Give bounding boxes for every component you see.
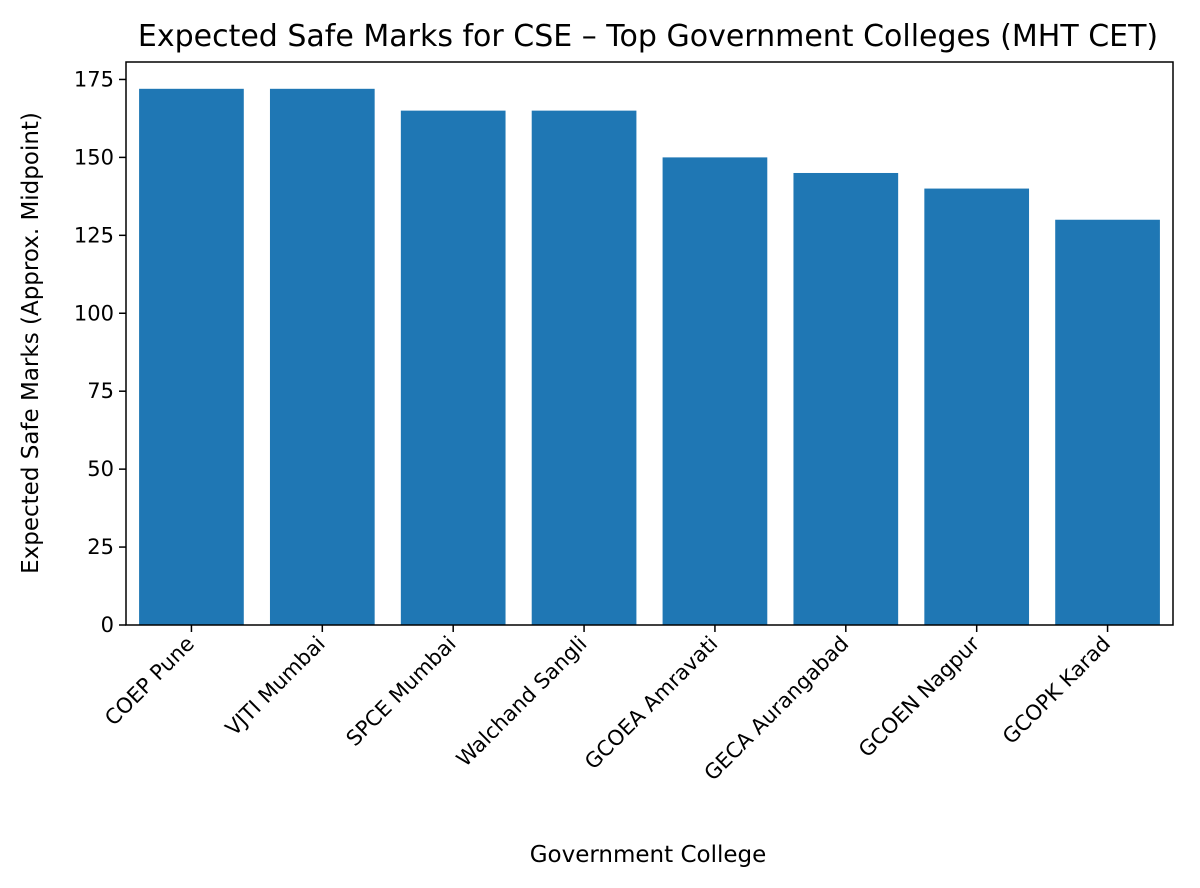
y-tick-label-2: 50 <box>87 457 114 481</box>
bar-3 <box>531 110 637 625</box>
y-tick-label-3: 75 <box>87 379 114 403</box>
y-tick-label-4: 100 <box>74 301 114 325</box>
x-tick-label-1: VJTI Mumbai <box>221 632 330 741</box>
bar-7 <box>1055 219 1160 626</box>
bar-4 <box>662 157 768 625</box>
x-tick-label-4: GCOEA Amravati <box>580 632 722 774</box>
y-tick-label-5: 125 <box>74 223 114 247</box>
bar-6 <box>924 188 1030 625</box>
bar-5 <box>793 172 899 626</box>
x-axis-label: Government College <box>530 842 767 868</box>
x-tick-label-7: GCOPK Karad <box>998 632 1115 749</box>
bar-0 <box>139 88 244 625</box>
bar-2 <box>400 110 506 625</box>
x-tick-label-0: COEP Pune <box>100 632 199 731</box>
y-tick-label-1: 25 <box>87 535 114 559</box>
x-tick-label-3: Walchand Sangli <box>452 632 592 772</box>
plot-frame <box>125 61 1174 626</box>
y-tick-label-0: 0 <box>101 613 114 637</box>
chart-title: Expected Safe Marks for CSE – Top Govern… <box>138 19 1158 54</box>
y-axis-label: Expected Safe Marks (Approx. Midpoint) <box>18 112 44 574</box>
y-tick-label-6: 150 <box>74 145 114 169</box>
x-tick-label-5: GECA Aurangabad <box>700 632 854 786</box>
plot-area: 0 25 50 75 100 125 150 175 COEP Pune VJTI Mumbai S… <box>74 67 1160 785</box>
x-tick-label-6: GCOEN Nagpur <box>854 631 985 762</box>
bar-1 <box>269 88 375 625</box>
y-tick-label-7: 175 <box>74 67 114 91</box>
x-tick-label-2: SPCE Mumbai <box>342 632 461 751</box>
